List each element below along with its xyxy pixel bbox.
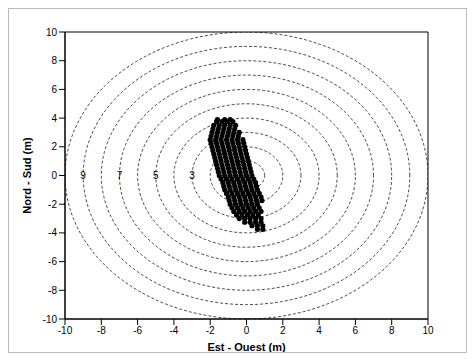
svg-text:0: 0 bbox=[244, 325, 250, 336]
svg-text:7: 7 bbox=[117, 170, 123, 181]
svg-text:-4: -4 bbox=[169, 325, 178, 336]
svg-text:-6: -6 bbox=[48, 256, 57, 267]
svg-text:4: 4 bbox=[316, 325, 322, 336]
svg-text:6: 6 bbox=[51, 84, 57, 95]
svg-text:-6: -6 bbox=[133, 325, 142, 336]
svg-text:10: 10 bbox=[46, 27, 58, 38]
svg-text:2: 2 bbox=[51, 141, 57, 152]
svg-text:-8: -8 bbox=[97, 325, 106, 336]
svg-text:-10: -10 bbox=[43, 314, 58, 325]
svg-text:-2: -2 bbox=[48, 199, 57, 210]
svg-text:-10: -10 bbox=[58, 325, 73, 336]
svg-text:Nord - Sud (m): Nord - Sud (m) bbox=[21, 137, 33, 214]
svg-text:Est - Ouest (m): Est - Ouest (m) bbox=[207, 341, 286, 352]
svg-text:-2: -2 bbox=[206, 325, 215, 336]
svg-text:8: 8 bbox=[51, 55, 57, 66]
svg-text:10: 10 bbox=[422, 325, 434, 336]
svg-text:6: 6 bbox=[353, 325, 359, 336]
svg-text:2: 2 bbox=[280, 325, 286, 336]
svg-text:4: 4 bbox=[51, 113, 57, 124]
svg-text:-4: -4 bbox=[48, 227, 57, 238]
svg-text:5: 5 bbox=[153, 170, 159, 181]
svg-text:8: 8 bbox=[389, 325, 395, 336]
svg-text:0: 0 bbox=[51, 170, 57, 181]
svg-text:3: 3 bbox=[189, 170, 195, 181]
svg-text:-8: -8 bbox=[48, 285, 57, 296]
svg-text:9: 9 bbox=[80, 170, 86, 181]
